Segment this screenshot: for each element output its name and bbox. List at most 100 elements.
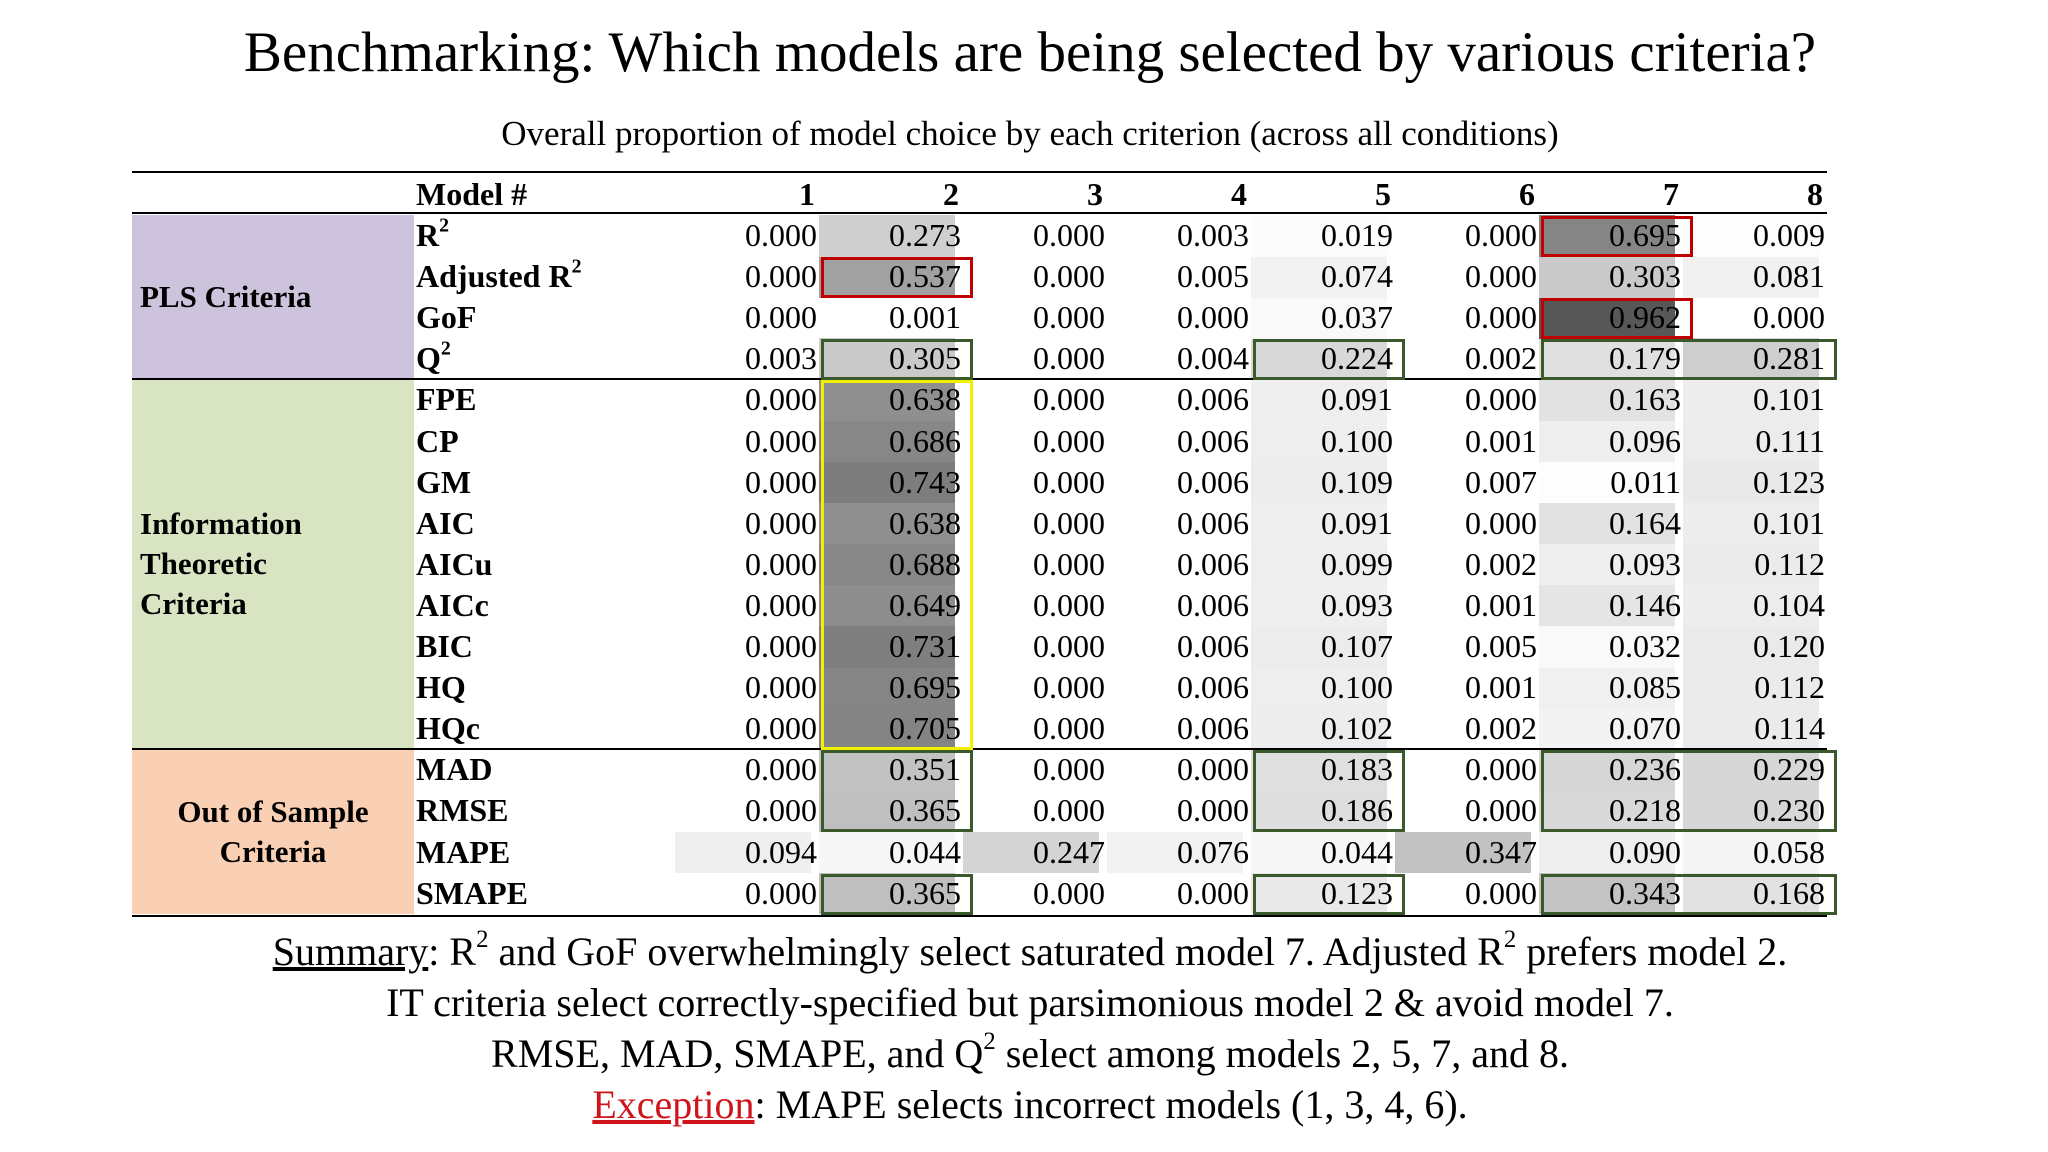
cell-shade	[1539, 584, 1675, 627]
cell-shade	[1251, 379, 1387, 421]
table-cell: 0.091	[1321, 504, 1393, 541]
table-cell: 0.695	[1609, 217, 1681, 253]
table-cell: 0.365	[889, 874, 961, 911]
table-cell: 0.365	[889, 792, 961, 829]
group-label-line: Criteria	[140, 586, 247, 622]
table-cell: 0.224	[1321, 340, 1393, 377]
group-label: Information Theoretic Criteria	[140, 504, 406, 624]
table-cell: 0.006	[1177, 586, 1249, 623]
row-label: Q2	[416, 338, 451, 377]
table-cell: 0.000	[1177, 751, 1249, 788]
cell-shade	[819, 831, 955, 874]
row-label: GM	[416, 463, 472, 500]
cell-shade	[963, 831, 1099, 874]
cell-shade	[1539, 667, 1675, 709]
table-cell: 0.081	[1753, 258, 1825, 295]
table-cell: 0.000	[1033, 586, 1105, 623]
table-cell: 0.032	[1609, 628, 1681, 664]
cell-shade	[1251, 420, 1387, 463]
group-label-line: PLS Criteria	[140, 279, 312, 315]
exception-label: Exception	[592, 1082, 755, 1127]
cell-shade	[819, 872, 955, 915]
cell-shade	[1395, 831, 1531, 874]
table-cell: 0.002	[1465, 710, 1537, 747]
cell-shade	[1539, 831, 1675, 874]
cell-shade	[819, 215, 955, 257]
column-header: 7	[1663, 176, 1679, 212]
table-cell: 0.000	[1033, 340, 1105, 377]
table-cell: 0.000	[1465, 504, 1537, 541]
cell-shade	[819, 584, 955, 627]
cell-shade	[1683, 502, 1819, 545]
cell-shade	[819, 502, 955, 545]
table-cell: 0.101	[1753, 504, 1825, 541]
cell-shade	[1683, 543, 1819, 586]
table-cell: 0.005	[1465, 628, 1537, 664]
table-cell: 0.104	[1753, 586, 1825, 623]
cell-shade	[1539, 215, 1675, 257]
group-label-line: Criteria	[219, 833, 327, 869]
cell-shade	[1539, 297, 1675, 339]
table-cell: 0.005	[1177, 258, 1249, 295]
cell-shade	[1251, 543, 1387, 586]
table-cell: 0.019	[1321, 217, 1393, 253]
cell-shade	[1251, 338, 1387, 380]
table-cell: 0.000	[1465, 299, 1537, 336]
cell-shade	[1251, 872, 1387, 915]
group-band	[132, 215, 414, 380]
table-cell: 0.112	[1754, 545, 1825, 582]
table-cell: 0.076	[1177, 833, 1249, 870]
table-cell: 0.000	[745, 669, 817, 706]
table-cell: 0.037	[1321, 299, 1393, 336]
table-cell: 0.120	[1753, 628, 1825, 664]
table-cell: 0.537	[889, 258, 961, 295]
table-cell: 0.096	[1609, 422, 1681, 459]
table-cell: 0.090	[1609, 833, 1681, 870]
table-cell: 0.000	[745, 504, 817, 541]
cell-shade	[1539, 256, 1675, 298]
table-cell: 0.002	[1465, 545, 1537, 582]
cell-shade	[1251, 461, 1387, 504]
table-cell: 0.000	[1177, 874, 1249, 911]
table-cell: 0.731	[889, 628, 961, 664]
table-cell: 0.111	[1755, 422, 1825, 459]
table-cell: 0.000	[1465, 792, 1537, 829]
table-cell: 0.688	[889, 545, 961, 582]
highlight-box-red	[1541, 298, 1693, 340]
table-cell: 0.091	[1321, 381, 1393, 418]
column-header: 6	[1519, 176, 1535, 212]
table-cell: 0.000	[1033, 792, 1105, 829]
table-cell: 0.164	[1609, 504, 1681, 541]
cell-shade	[1683, 708, 1819, 750]
cell-shade	[1539, 379, 1675, 421]
highlight-box-green	[1541, 750, 1837, 833]
highlight-box-green	[1253, 339, 1405, 381]
table-cell: 0.123	[1321, 874, 1393, 911]
table-rule	[132, 748, 1827, 751]
table-cell: 0.001	[889, 299, 961, 336]
table-cell: 0.006	[1177, 628, 1249, 664]
cell-shade	[1251, 502, 1387, 545]
table-cell: 0.000	[1033, 217, 1105, 253]
summary-line-4: Exception: MAPE selects incorrect models…	[592, 1082, 1468, 1127]
table-caption: Overall proportion of model choice by ea…	[501, 114, 1559, 153]
cell-shade	[1539, 708, 1675, 750]
group-label: PLS Criteria	[140, 277, 406, 317]
cell-shade	[819, 749, 955, 791]
table-cell: 0.123	[1753, 463, 1825, 500]
table-cell: 0.000	[1033, 710, 1105, 747]
table-cell: 0.000	[1033, 751, 1105, 788]
cell-shade	[1683, 831, 1819, 874]
highlight-box-green	[1541, 873, 1837, 915]
cell-shade	[1683, 626, 1819, 668]
table-cell: 0.000	[1033, 463, 1105, 500]
summary-line-3: RMSE, MAD, SMAPE, and Q2 select among mo…	[491, 1028, 1569, 1076]
cell-shade	[1251, 256, 1387, 298]
table-cell: 0.006	[1177, 381, 1249, 418]
table-cell: 0.303	[1609, 258, 1681, 295]
cell-shade	[1539, 420, 1675, 463]
table-cell: 0.101	[1753, 381, 1825, 418]
table-cell: 0.102	[1321, 710, 1393, 747]
table-cell: 0.003	[1177, 217, 1249, 253]
group-band	[132, 749, 414, 914]
